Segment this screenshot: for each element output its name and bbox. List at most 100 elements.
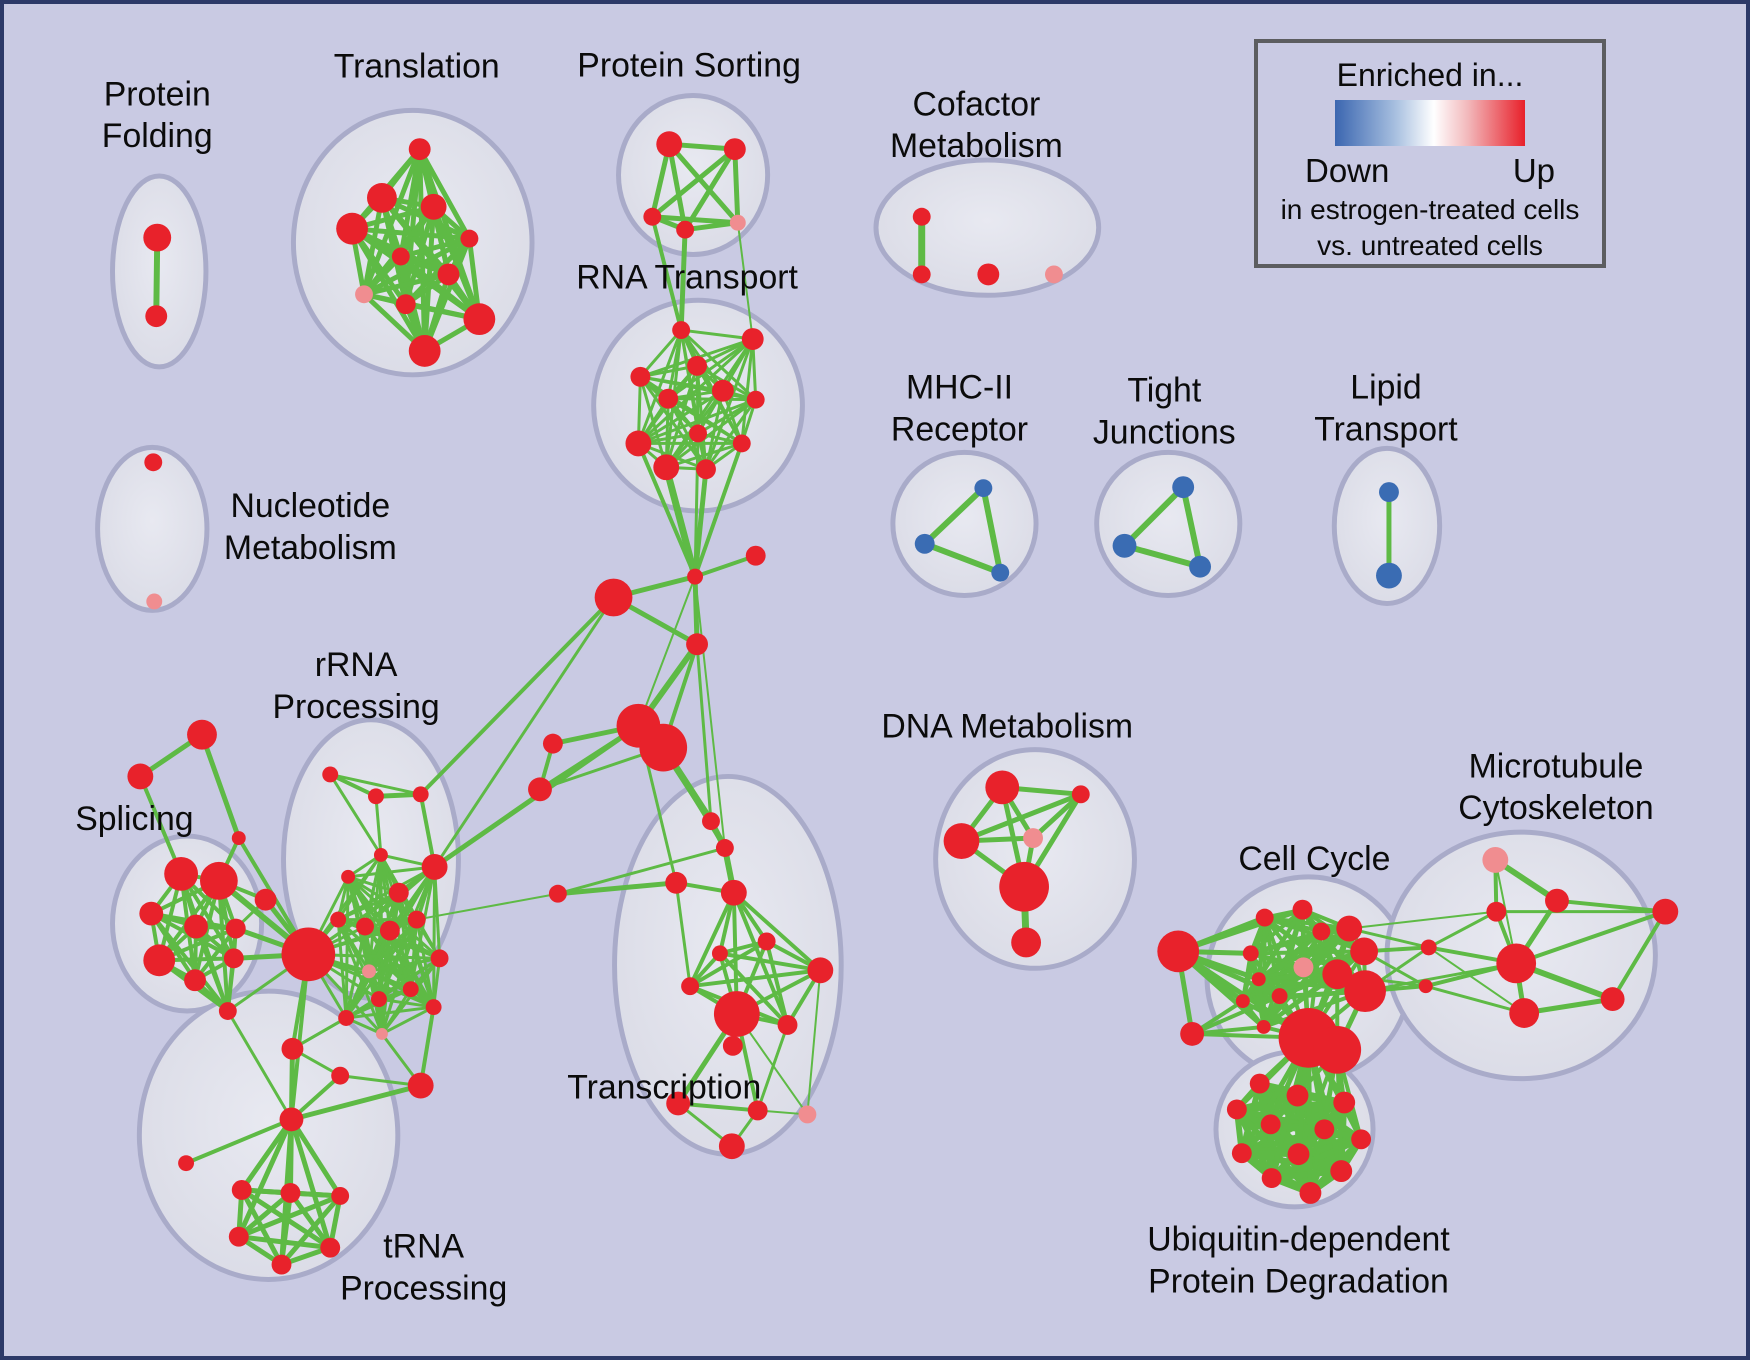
node-cc3[interactable] [1312, 922, 1331, 941]
node-r14[interactable] [402, 981, 419, 998]
node-r17[interactable] [375, 1027, 388, 1040]
node-t6[interactable] [228, 1226, 249, 1247]
node-nm1[interactable] [144, 453, 163, 472]
node-m1[interactable] [1482, 847, 1509, 873]
node-cc4[interactable] [1336, 915, 1363, 942]
node-r6[interactable] [388, 882, 409, 903]
node-mh1[interactable] [974, 479, 993, 498]
node-u7[interactable] [1351, 1129, 1372, 1150]
node-tr1[interactable] [408, 138, 431, 161]
node-cc7[interactable] [1322, 959, 1353, 990]
node-m8[interactable] [1652, 898, 1679, 925]
node-u6[interactable] [1314, 1119, 1335, 1140]
node-hub_out[interactable] [1157, 930, 1200, 973]
node-t5[interactable] [331, 1187, 350, 1205]
node-t3[interactable] [231, 1180, 252, 1200]
node-t8[interactable] [271, 1254, 292, 1275]
node-ps4[interactable] [676, 220, 695, 239]
node-t7[interactable] [320, 1237, 341, 1258]
node-u2[interactable] [1286, 1084, 1309, 1107]
node-u3[interactable] [1333, 1091, 1356, 1114]
node-u1[interactable] [1249, 1073, 1270, 1094]
node-r3[interactable] [412, 786, 429, 803]
node-ps3[interactable] [643, 207, 662, 226]
node-tn1[interactable] [702, 812, 720, 831]
node-cf1[interactable] [912, 207, 931, 226]
node-mid2[interactable] [745, 545, 766, 566]
node-tr11[interactable] [408, 335, 441, 367]
node-tn2[interactable] [715, 839, 734, 857]
node-tn13[interactable] [747, 1100, 768, 1121]
node-lc3[interactable] [548, 884, 567, 903]
node-mh2[interactable] [914, 533, 935, 554]
node-t1[interactable] [279, 1107, 304, 1132]
node-ps1[interactable] [656, 131, 683, 158]
node-lp2[interactable] [1376, 562, 1402, 589]
node-tA[interactable] [187, 719, 217, 750]
node-tr8[interactable] [355, 285, 373, 304]
node-tn5[interactable] [711, 945, 728, 962]
node-rt10[interactable] [625, 430, 652, 457]
node-cc10[interactable] [1251, 972, 1266, 987]
node-rt7[interactable] [746, 390, 765, 409]
node-m3[interactable] [1420, 939, 1437, 956]
node-ps2[interactable] [723, 138, 746, 161]
node-r4[interactable] [341, 869, 356, 884]
node-s8[interactable] [223, 948, 244, 969]
node-rt4[interactable] [630, 366, 651, 387]
node-tn9[interactable] [713, 991, 760, 1037]
node-lp1[interactable] [1379, 482, 1399, 503]
node-tB[interactable] [127, 763, 154, 790]
node-u12[interactable] [1299, 1182, 1322, 1204]
node-tn12[interactable] [666, 1091, 691, 1116]
node-s9[interactable] [218, 1002, 237, 1020]
node-d5[interactable] [999, 861, 1049, 912]
node-r13[interactable] [370, 991, 387, 1008]
node-mid_big[interactable] [594, 578, 633, 617]
node-tr2[interactable] [367, 182, 397, 213]
node-tr9[interactable] [395, 294, 416, 315]
node-cg2[interactable] [1313, 1025, 1362, 1074]
node-d6[interactable] [1011, 927, 1042, 958]
node-r2[interactable] [368, 788, 384, 805]
node-r10[interactable] [379, 920, 400, 941]
node-tC[interactable] [231, 831, 246, 846]
node-tr4[interactable] [336, 212, 368, 245]
node-cc5[interactable] [1350, 937, 1379, 966]
node-m10[interactable] [1545, 888, 1569, 913]
node-r16[interactable] [338, 1010, 355, 1026]
node-r7[interactable] [421, 853, 448, 880]
node-cc1[interactable] [1255, 908, 1274, 927]
node-d2[interactable] [1071, 785, 1090, 804]
node-tn7[interactable] [681, 977, 700, 996]
node-r12[interactable] [362, 964, 376, 979]
node-s3[interactable] [139, 901, 164, 926]
node-m2[interactable] [1486, 901, 1507, 922]
node-out2[interactable] [1180, 1021, 1205, 1046]
node-mid3[interactable] [686, 633, 708, 656]
node-tn11[interactable] [722, 1035, 743, 1056]
node-cf3[interactable] [977, 263, 1000, 286]
node-r21[interactable] [331, 1066, 350, 1085]
node-cc6[interactable] [1293, 957, 1314, 978]
node-tn3[interactable] [665, 871, 688, 894]
node-rt11[interactable] [653, 454, 680, 481]
node-rt9[interactable] [732, 434, 751, 453]
node-tr5[interactable] [460, 229, 479, 248]
node-d3[interactable] [943, 823, 980, 859]
node-u11[interactable] [1261, 1168, 1282, 1188]
node-mh3[interactable] [991, 563, 1010, 582]
node-tn15[interactable] [718, 1133, 745, 1160]
node-r11[interactable] [407, 910, 426, 929]
node-tr7[interactable] [437, 263, 460, 286]
node-tr10[interactable] [463, 303, 496, 336]
node-rt1[interactable] [672, 321, 691, 340]
node-s2[interactable] [199, 861, 238, 900]
node-d1[interactable] [985, 770, 1020, 805]
node-t4[interactable] [280, 1183, 301, 1203]
node-tj3[interactable] [1189, 555, 1212, 578]
node-r20[interactable] [407, 1072, 434, 1099]
node-ps5[interactable] [729, 214, 746, 231]
node-cf4[interactable] [1044, 265, 1063, 284]
node-cc8[interactable] [1344, 970, 1386, 1013]
